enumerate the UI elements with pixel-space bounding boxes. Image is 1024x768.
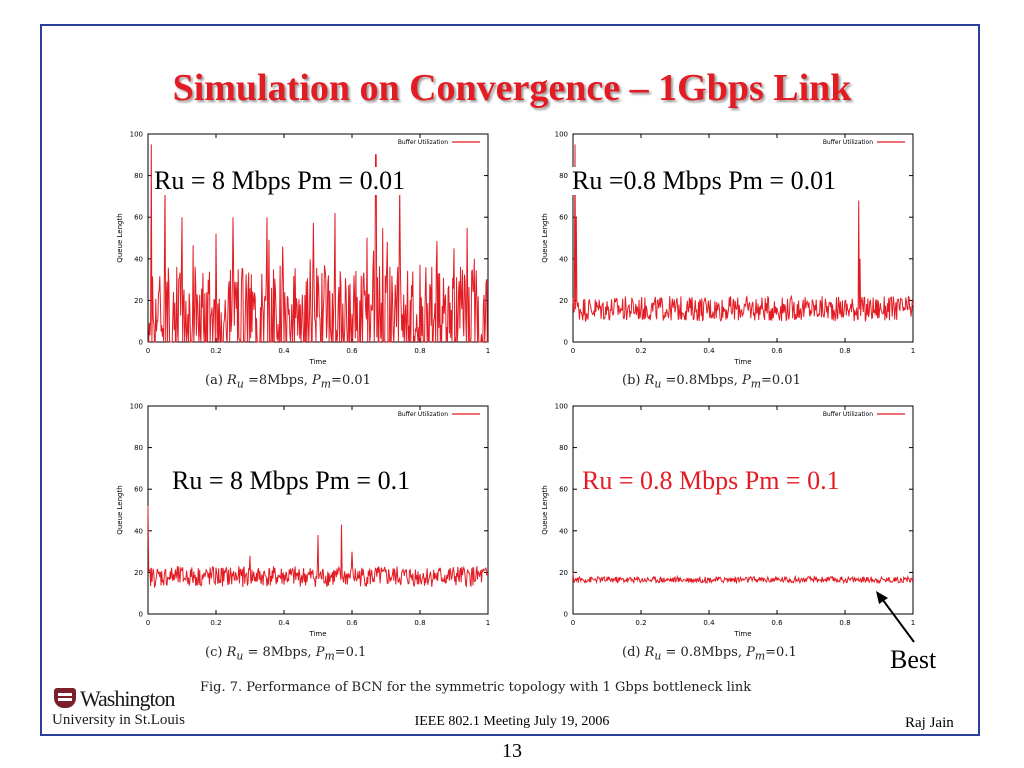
x-tick-label: 1 xyxy=(486,619,490,627)
slide-title: Simulation on Convergence – 1Gbps Link xyxy=(172,67,852,109)
y-tick-label: 40 xyxy=(559,527,568,535)
x-tick-label: 0 xyxy=(146,619,150,627)
x-tick-label: 0.8 xyxy=(414,347,425,355)
x-axis-label: Time xyxy=(308,630,326,638)
x-axis-label: Time xyxy=(308,358,326,366)
panel-c-overlay-label: Ru = 8 Mbps Pm = 0.1 xyxy=(170,466,413,495)
x-axis-label: Time xyxy=(733,630,751,638)
y-tick-label: 60 xyxy=(134,486,143,494)
x-tick-label: 0.8 xyxy=(839,619,850,627)
y-tick-label: 80 xyxy=(134,172,143,180)
series-line-buffer-utilization xyxy=(147,505,489,589)
y-tick-label: 0 xyxy=(564,339,568,347)
y-tick-label: 100 xyxy=(555,403,568,411)
y-tick-label: 60 xyxy=(559,486,568,494)
logo-wordmark-top: Washington xyxy=(80,686,176,711)
y-axis-label: Queue Length xyxy=(116,485,124,534)
y-tick-label: 60 xyxy=(559,214,568,222)
x-tick-label: 0.6 xyxy=(346,619,358,627)
y-tick-label: 20 xyxy=(559,569,568,577)
x-tick-label: 0 xyxy=(146,347,150,355)
chart-panel-c: 0 0.2 0.4 0.6 0.8 1 0 20 40 60 80 100 Time Queue Leng… xyxy=(110,400,500,640)
x-tick-label: 0.2 xyxy=(210,347,221,355)
x-tick-label: 0.4 xyxy=(703,347,715,355)
y-tick-label: 20 xyxy=(134,569,143,577)
x-tick-label: 0.2 xyxy=(210,619,221,627)
y-tick-label: 80 xyxy=(134,444,143,452)
y-tick-label: 40 xyxy=(559,255,568,263)
x-tick-label: 0.6 xyxy=(346,347,358,355)
legend-label: Buffer Utilization xyxy=(823,411,873,418)
y-tick-label: 80 xyxy=(559,444,568,452)
chart-panel-a: 0 0.2 0.4 0.6 0.8 1 0 20 40 60 80 100 Time Queue Leng… xyxy=(110,128,500,368)
series-line-buffer-utilization xyxy=(572,144,914,323)
x-tick-label: 0.4 xyxy=(278,619,290,627)
x-tick-label: 0.2 xyxy=(635,347,646,355)
figure-caption: Fig. 7. Performance of BCN for the symme… xyxy=(200,680,752,695)
x-tick-label: 0.4 xyxy=(278,347,290,355)
y-tick-label: 40 xyxy=(134,255,143,263)
x-tick-label: 0.8 xyxy=(839,347,850,355)
x-tick-label: 0.6 xyxy=(771,347,783,355)
footer-meeting: IEEE 802.1 Meeting July 19, 2006 xyxy=(414,714,610,729)
chart-panel-d: 0 0.2 0.4 0.6 0.8 1 0 20 40 60 80 100 Time Queue Leng… xyxy=(535,400,925,640)
y-tick-label: 20 xyxy=(559,297,568,305)
x-tick-label: 0.4 xyxy=(703,619,715,627)
footer-author: Raj Jain xyxy=(905,715,954,731)
panel-d-caption: (d) Ru = 0.8Mbps, Pm=0.1 xyxy=(622,645,797,663)
y-tick-label: 100 xyxy=(555,131,568,139)
panel-b-overlay-label: Ru =0.8 Mbps Pm = 0.01 xyxy=(570,166,839,195)
y-tick-label: 0 xyxy=(139,611,143,619)
y-tick-label: 100 xyxy=(130,403,143,411)
best-arrow-icon xyxy=(876,591,915,643)
legend-label: Buffer Utilization xyxy=(398,139,448,146)
university-seal-icon xyxy=(54,688,76,708)
y-tick-label: 0 xyxy=(139,339,143,347)
x-axis-label: Time xyxy=(733,358,751,366)
y-axis-label: Queue Length xyxy=(541,213,549,262)
chart-svg: 0 0.2 0.4 0.6 0.8 1 0 20 40 60 80 100 Time Queue Leng… xyxy=(541,131,915,367)
panel-d-overlay-label: Ru = 0.8 Mbps Pm = 0.1 xyxy=(580,466,842,495)
legend-label: Buffer Utilization xyxy=(823,139,873,146)
chart-svg: 0 0.2 0.4 0.6 0.8 1 0 20 40 60 80 100 Time Queue Leng… xyxy=(541,403,915,639)
y-tick-label: 40 xyxy=(134,527,143,535)
y-axis-label: Queue Length xyxy=(541,485,549,534)
x-tick-label: 0.8 xyxy=(414,619,425,627)
best-label: Best xyxy=(890,645,937,674)
y-tick-label: 0 xyxy=(564,611,568,619)
panel-a-caption: (a) Ru =8Mbps, Pm=0.01 xyxy=(205,373,371,391)
panel-c-caption: (c) Ru = 8Mbps, Pm=0.1 xyxy=(205,645,367,663)
panel-b-caption: (b) Ru =0.8Mbps, Pm=0.01 xyxy=(622,373,801,391)
x-tick-label: 1 xyxy=(486,347,490,355)
chart-panel-b: 0 0.2 0.4 0.6 0.8 1 0 20 40 60 80 100 Time Queue Leng… xyxy=(535,128,925,368)
x-tick-label: 0.2 xyxy=(635,619,646,627)
logo-wordmark-bottom: University in St.Louis xyxy=(52,712,185,728)
series-line-buffer-utilization xyxy=(572,572,914,585)
chart-svg: 0 0.2 0.4 0.6 0.8 1 0 20 40 60 80 100 Time Queue Leng… xyxy=(116,403,490,639)
y-tick-label: 60 xyxy=(134,214,143,222)
x-tick-label: 1 xyxy=(911,347,915,355)
x-tick-label: 0.6 xyxy=(771,619,783,627)
x-tick-label: 1 xyxy=(911,619,915,627)
page-number: 13 xyxy=(502,740,522,762)
y-axis-label: Queue Length xyxy=(116,213,124,262)
y-tick-label: 20 xyxy=(134,297,143,305)
panel-a-overlay-label: Ru = 8 Mbps Pm = 0.01 xyxy=(152,166,408,195)
y-tick-label: 100 xyxy=(130,131,143,139)
legend-label: Buffer Utilization xyxy=(398,411,448,418)
y-tick-label: 80 xyxy=(559,172,568,180)
x-tick-label: 0 xyxy=(571,347,575,355)
x-tick-label: 0 xyxy=(571,619,575,627)
chart-svg: 0 0.2 0.4 0.6 0.8 1 0 20 40 60 80 100 Time Queue Leng… xyxy=(116,131,490,367)
series-line-buffer-utilization xyxy=(148,144,488,344)
